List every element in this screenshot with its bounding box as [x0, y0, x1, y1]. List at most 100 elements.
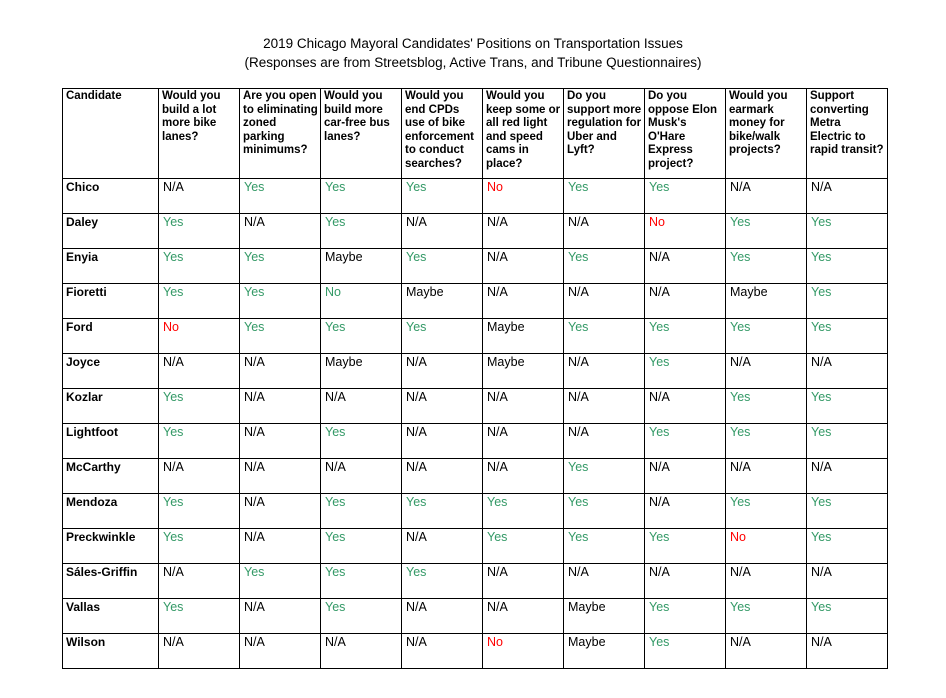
answer-cell: Yes [644, 633, 726, 669]
answer-cell: N/A [239, 388, 321, 424]
candidates-positions-table: Candidate Would you build a lot more bike… [62, 88, 888, 669]
answer-cell: N/A [320, 633, 402, 669]
answer-cell: N/A [158, 633, 240, 669]
candidate-name: Ford [62, 318, 159, 354]
answer-cell: Yes [158, 248, 240, 284]
question-column-header: Do you oppose Elon Musk's O'Hare Express… [644, 88, 726, 179]
answer-cell: Yes [158, 493, 240, 529]
table-row: Chico N/A Yes Yes Yes No Yes Yes N/A N/A [62, 178, 888, 214]
table-row: Wilson N/A N/A N/A N/A No Maybe Yes N/A N/A [62, 633, 888, 669]
answer-cell: Yes [482, 493, 564, 529]
answer-cell: N/A [563, 388, 645, 424]
answer-cell: Yes [806, 213, 888, 249]
answer-cell: N/A [401, 633, 483, 669]
answer-cell: Yes [725, 318, 807, 354]
title-block: 2019 Chicago Mayoral Candidates' Positio… [0, 34, 946, 72]
candidate-name: Sáles-Griffin [62, 563, 159, 599]
answer-cell: Yes [239, 178, 321, 214]
answer-cell: Yes [806, 388, 888, 424]
answer-cell: Yes [725, 423, 807, 459]
candidate-column-header: Candidate [62, 88, 159, 179]
answer-cell: Yes [239, 318, 321, 354]
answer-cell: Yes [401, 318, 483, 354]
answer-cell: Maybe [401, 283, 483, 319]
question-column-header: Would you keep some or all red light and… [482, 88, 564, 179]
answer-cell: N/A [725, 178, 807, 214]
answer-cell: N/A [644, 458, 726, 494]
answer-cell: Yes [401, 248, 483, 284]
answer-cell: Yes [320, 563, 402, 599]
answer-cell: N/A [806, 178, 888, 214]
answer-cell: N/A [644, 283, 726, 319]
candidate-name: Vallas [62, 598, 159, 634]
question-column-header: Would you build a lot more bike lanes? [158, 88, 240, 179]
answer-cell: N/A [320, 458, 402, 494]
candidate-name: Daley [62, 213, 159, 249]
answer-cell: N/A [239, 353, 321, 389]
candidate-name: Joyce [62, 353, 159, 389]
answer-cell: N/A [158, 458, 240, 494]
candidate-name: Fioretti [62, 283, 159, 319]
answer-cell: N/A [401, 353, 483, 389]
table-row: Lightfoot Yes N/A Yes N/A N/A N/A Yes Yes Yes [62, 423, 888, 459]
table-row: Sáles-Griffin N/A Yes Yes Yes N/A N/A N/A N/A N/A [62, 563, 888, 599]
answer-cell: Yes [806, 528, 888, 564]
answer-cell: Yes [158, 283, 240, 319]
answer-cell: No [725, 528, 807, 564]
answer-cell: Yes [725, 248, 807, 284]
answer-cell: N/A [563, 353, 645, 389]
candidate-name: Wilson [62, 633, 159, 669]
answer-cell: Yes [806, 493, 888, 529]
question-column-header: Are you open to eliminating zoned parkin… [239, 88, 321, 179]
header-row: Candidate Would you build a lot more bike… [62, 88, 888, 179]
candidate-name: Lightfoot [62, 423, 159, 459]
answer-cell: N/A [482, 213, 564, 249]
answer-cell: Yes [239, 563, 321, 599]
answer-cell: N/A [563, 283, 645, 319]
candidate-name: Preckwinkle [62, 528, 159, 564]
answer-cell: N/A [725, 633, 807, 669]
candidate-name: Enyia [62, 248, 159, 284]
answer-cell: No [644, 213, 726, 249]
table-row: Enyia Yes Yes Maybe Yes N/A Yes N/A Yes Yes [62, 248, 888, 284]
answer-cell: N/A [482, 283, 564, 319]
answer-cell: Yes [239, 248, 321, 284]
answer-cell: Maybe [563, 633, 645, 669]
answer-cell: Yes [644, 178, 726, 214]
answer-cell: N/A [239, 598, 321, 634]
answer-cell: N/A [158, 563, 240, 599]
answer-cell: N/A [401, 458, 483, 494]
answer-cell: Yes [806, 318, 888, 354]
answer-cell: Yes [563, 318, 645, 354]
answer-cell: Yes [725, 213, 807, 249]
answer-cell: Yes [725, 493, 807, 529]
answer-cell: No [158, 318, 240, 354]
answer-cell: Yes [644, 528, 726, 564]
candidate-name: Mendoza [62, 493, 159, 529]
answer-cell: Yes [320, 423, 402, 459]
answer-cell: Yes [158, 423, 240, 459]
answer-cell: Yes [158, 388, 240, 424]
question-column-header: Would you end CPDs use of bike enforceme… [401, 88, 483, 179]
answer-cell: N/A [563, 563, 645, 599]
answer-cell: N/A [482, 248, 564, 284]
answer-cell: N/A [725, 353, 807, 389]
answer-cell: Yes [158, 528, 240, 564]
answer-cell: N/A [158, 178, 240, 214]
answer-cell: Maybe [482, 353, 564, 389]
table-row: McCarthy N/A N/A N/A N/A N/A Yes N/A N/A N/A [62, 458, 888, 494]
answer-cell: Yes [320, 213, 402, 249]
answer-cell: Yes [320, 318, 402, 354]
answer-cell: Yes [644, 318, 726, 354]
answer-cell: N/A [806, 458, 888, 494]
answer-cell: Yes [401, 493, 483, 529]
answer-cell: N/A [158, 353, 240, 389]
answer-cell: Yes [563, 528, 645, 564]
answer-cell: N/A [401, 213, 483, 249]
answer-cell: N/A [644, 388, 726, 424]
answer-cell: N/A [806, 633, 888, 669]
answer-cell: Yes [320, 493, 402, 529]
answer-cell: Yes [158, 598, 240, 634]
answer-cell: N/A [482, 563, 564, 599]
